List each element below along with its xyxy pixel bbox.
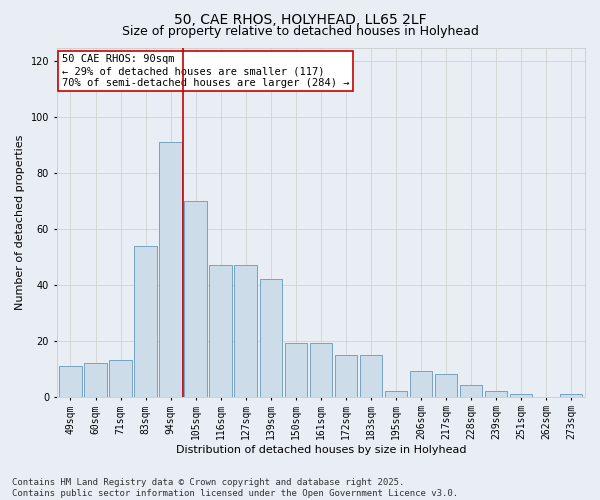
Text: Contains HM Land Registry data © Crown copyright and database right 2025.
Contai: Contains HM Land Registry data © Crown c… [12,478,458,498]
Bar [184,201,207,396]
Bar [385,391,407,396]
Bar [335,354,357,397]
Bar [160,142,182,396]
Bar [134,246,157,396]
Bar [209,266,232,396]
Bar [510,394,532,396]
Bar [359,354,382,397]
Bar [109,360,132,396]
Bar [485,391,508,396]
Text: 50, CAE RHOS, HOLYHEAD, LL65 2LF: 50, CAE RHOS, HOLYHEAD, LL65 2LF [173,12,427,26]
Y-axis label: Number of detached properties: Number of detached properties [15,134,25,310]
Bar [310,344,332,396]
X-axis label: Distribution of detached houses by size in Holyhead: Distribution of detached houses by size … [176,445,466,455]
Bar [284,344,307,396]
Text: Size of property relative to detached houses in Holyhead: Size of property relative to detached ho… [122,25,478,38]
Bar [84,363,107,396]
Bar [59,366,82,396]
Bar [560,394,583,396]
Bar [235,266,257,396]
Bar [260,280,282,396]
Bar [460,386,482,396]
Text: 50 CAE RHOS: 90sqm
← 29% of detached houses are smaller (117)
70% of semi-detach: 50 CAE RHOS: 90sqm ← 29% of detached hou… [62,54,349,88]
Bar [410,372,432,396]
Bar [435,374,457,396]
